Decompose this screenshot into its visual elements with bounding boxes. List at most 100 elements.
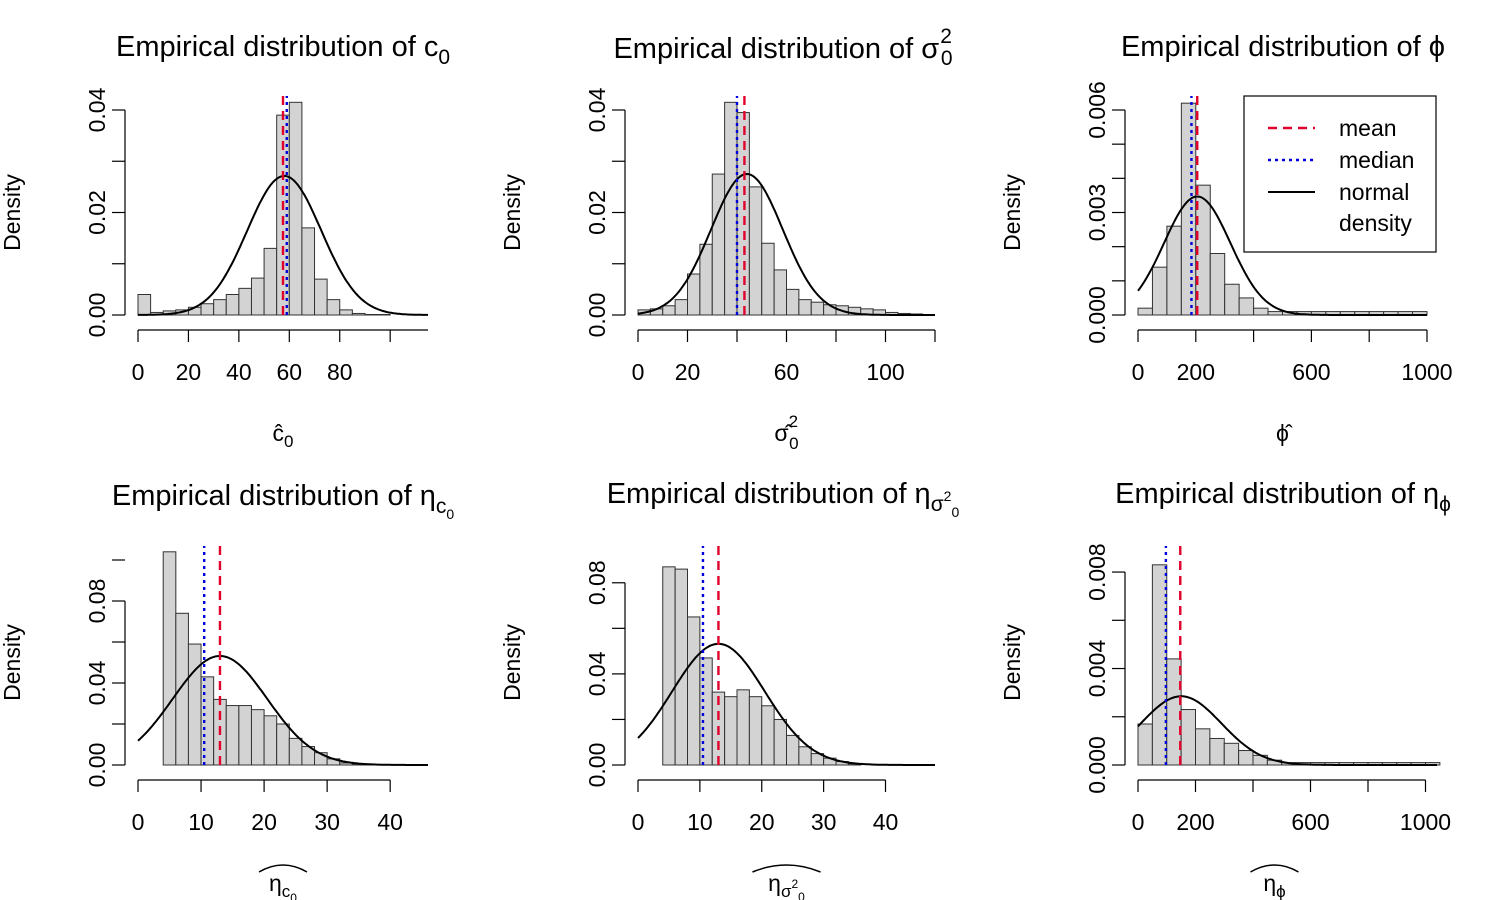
- y-tick-label: 0.008: [1084, 543, 1110, 601]
- x-tick-label: 20: [749, 809, 775, 835]
- histogram-bar: [364, 313, 379, 316]
- x-tick-label: 1000: [1400, 809, 1451, 835]
- histogram-bar: [1180, 102, 1197, 316]
- panel-title: Empirical distribution of ηc0: [112, 480, 454, 522]
- y-tick-label: 0.08: [84, 579, 110, 624]
- x-axis-label: ηϕ: [1263, 870, 1285, 900]
- histogram-bar: [687, 273, 701, 316]
- panel-1: Empirical distribution of c0 0.00 0.02 0.04…: [0, 31, 450, 451]
- histogram-bar: [724, 696, 738, 766]
- panel-4: Empirical distribution of ηc0 0.00 0.04 0.0…: [0, 480, 454, 900]
- histogram-bar: [724, 101, 738, 316]
- panel-title: Empirical distribution of ϕ: [1121, 31, 1445, 63]
- histogram-bar: [699, 657, 713, 766]
- normal-density-curve: [137, 655, 428, 766]
- histogram-bar: [175, 612, 189, 766]
- histogram-bar: [339, 309, 353, 316]
- histogram-bar: [662, 566, 676, 766]
- x-tick-label: 40: [873, 809, 899, 835]
- histogram-bar: [1195, 728, 1211, 766]
- x-tick-label: 600: [1291, 809, 1329, 835]
- y-tick-label: 0.04: [84, 660, 110, 705]
- y-axis-label: Density: [0, 624, 25, 701]
- x-tick-label: 0: [632, 359, 645, 385]
- histogram-bar: [773, 718, 787, 766]
- y-tick-label: 0.04: [584, 651, 610, 696]
- y-tick-label: 0.04: [84, 87, 110, 132]
- histogram-bar: [687, 616, 701, 766]
- x-tick-label: 60: [277, 359, 303, 385]
- x-tick-label: 20: [176, 359, 202, 385]
- x-tick-label: 30: [314, 809, 340, 835]
- histogram-bar: [351, 312, 366, 316]
- histogram-bar: [276, 723, 290, 766]
- x-label-hat: [258, 864, 308, 873]
- x-axis-label: ĉ0: [273, 420, 294, 451]
- panel-title: Empirical distribution of c0: [116, 31, 450, 69]
- x-tick-label: 10: [188, 809, 214, 835]
- x-tick-label: 0: [1132, 809, 1145, 835]
- panel-title: Empirical distribution of σ2 0: [613, 25, 952, 70]
- y-tick-label: 0.00: [584, 293, 610, 338]
- panel-3: Empirical distribution of ϕ 0.000 0.003 0.0…: [999, 31, 1453, 446]
- histogram-bar: [674, 299, 688, 316]
- histogram-bar: [162, 551, 177, 766]
- histogram-bar: [786, 734, 800, 766]
- histogram-bar: [314, 278, 328, 316]
- histogram-bar: [1151, 266, 1168, 316]
- histogram-bar: [773, 269, 787, 316]
- x-axis-label: ϕ̂: [1276, 420, 1293, 446]
- x-tick-label: 1000: [1401, 359, 1452, 385]
- histogram-bar: [1195, 184, 1211, 316]
- histogram-bar: [1253, 307, 1269, 316]
- histogram-bar: [250, 277, 265, 316]
- y-tick-label: 0.00: [84, 743, 110, 788]
- legend-mean-label: mean: [1339, 115, 1397, 141]
- histogram-bar: [761, 705, 775, 766]
- normal-density-curve: [1137, 195, 1427, 316]
- x-tick-label: 0: [132, 809, 145, 835]
- histogram-bar: [200, 676, 215, 766]
- y-tick-label: 0.006: [1084, 81, 1110, 139]
- panel-title: Empirical distribution of ησ20: [607, 478, 960, 520]
- x-axis-label: ησ20: [768, 870, 805, 900]
- histogram-bar: [137, 294, 152, 316]
- x-label-hat: [752, 864, 821, 873]
- x-tick-label: 20: [251, 809, 277, 835]
- histogram-bar: [1238, 297, 1255, 316]
- x-tick-label: 40: [377, 809, 403, 835]
- x-tick-label: 30: [811, 809, 837, 835]
- y-tick-label: 0.02: [584, 190, 610, 235]
- y-tick-label: 0.08: [584, 560, 610, 605]
- x-axis-label: ηc0: [269, 870, 297, 900]
- y-tick-label: 0.02: [84, 190, 110, 235]
- histogram-bar: [1223, 742, 1240, 766]
- histogram-bar: [662, 305, 676, 316]
- x-tick-label: 0: [632, 809, 645, 835]
- histogram-bar: [798, 299, 812, 316]
- histogram-bar: [200, 303, 215, 316]
- legend-density-label: density: [1339, 210, 1412, 236]
- histogram-bar: [1180, 709, 1196, 766]
- panel-2: Empirical distribution of σ2 0 0.00 0.02 0.0…: [499, 25, 953, 453]
- histogram-bar: [288, 737, 303, 766]
- histogram-bar: [225, 294, 240, 316]
- panel-5: Empirical distribution of ησ20 0.00 0.04 0.…: [499, 478, 959, 900]
- histogram-bar: [798, 746, 812, 766]
- histogram-bar: [1137, 723, 1153, 766]
- histogram-bar: [736, 112, 750, 316]
- y-tick-label: 0.003: [1084, 184, 1110, 242]
- legend-box: [1243, 95, 1437, 253]
- x-label-hat: [1250, 864, 1299, 873]
- histogram-bar: [1151, 564, 1168, 766]
- histogram-bar: [1238, 750, 1254, 766]
- y-axis-label: Density: [999, 174, 1025, 251]
- y-tick-label: 0.000: [1084, 736, 1110, 794]
- histogram-bar: [699, 243, 713, 316]
- y-tick-label: 0.00: [584, 743, 610, 788]
- y-axis-label: Density: [0, 174, 25, 251]
- histogram-bar: [1137, 307, 1153, 316]
- y-tick-label: 0.00: [84, 293, 110, 338]
- histogram-bar: [761, 242, 775, 316]
- histogram-bar: [1209, 737, 1225, 766]
